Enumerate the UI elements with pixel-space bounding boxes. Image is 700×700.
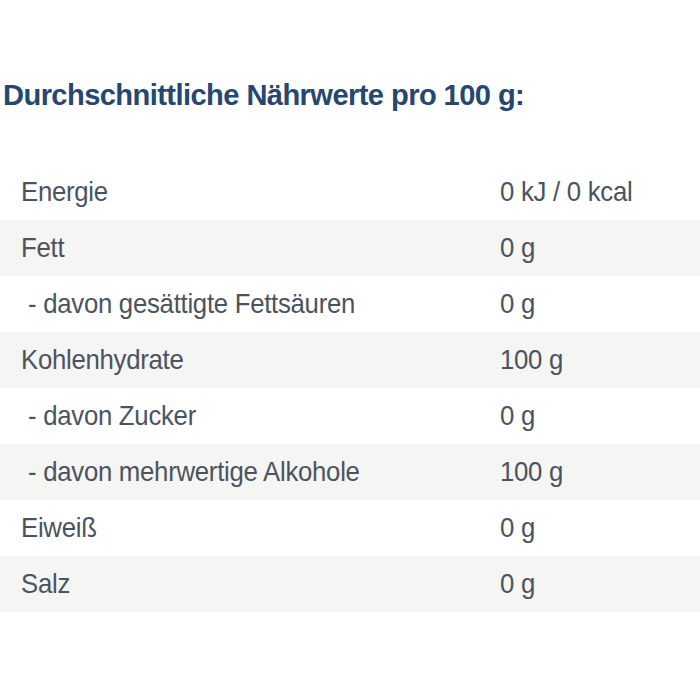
nutrient-value: 0 kJ / 0 kcal bbox=[500, 176, 700, 208]
table-row-mehrwertige-alkohole: - davon mehrwertige Alkohole 100 g bbox=[0, 444, 700, 500]
nutrient-value: 0 g bbox=[500, 232, 700, 264]
page-title-text: Durchschnittliche Nährwerte pro 100 g: bbox=[3, 78, 524, 112]
table-row-salz: Salz 0 g bbox=[0, 556, 700, 612]
nutrient-label: - davon gesättigte Fettsäuren bbox=[0, 288, 500, 320]
nutrient-value: 100 g bbox=[500, 456, 700, 488]
nutrition-table: Energie 0 kJ / 0 kcal Fett 0 g - davon g… bbox=[0, 164, 700, 612]
nutrient-value: 0 g bbox=[500, 512, 700, 544]
nutrient-label: Fett bbox=[0, 232, 500, 264]
table-row-fett: Fett 0 g bbox=[0, 220, 700, 276]
nutrient-value: 0 g bbox=[500, 568, 700, 600]
table-row-eiweiss: Eiweiß 0 g bbox=[0, 500, 700, 556]
nutrition-facts-page: Durchschnittliche Nährwerte pro 100 g: E… bbox=[0, 0, 700, 700]
nutrient-label: Eiweiß bbox=[0, 512, 500, 544]
nutrient-label: Energie bbox=[0, 176, 500, 208]
nutrient-label: Kohlenhydrate bbox=[0, 344, 500, 376]
nutrient-label: Salz bbox=[0, 568, 500, 600]
page-title: Durchschnittliche Nährwerte pro 100 g: bbox=[3, 78, 540, 112]
table-row-zucker: - davon Zucker 0 g bbox=[0, 388, 700, 444]
nutrient-label: - davon Zucker bbox=[0, 400, 500, 432]
table-row-kohlenhydrate: Kohlenhydrate 100 g bbox=[0, 332, 700, 388]
nutrient-value: 0 g bbox=[500, 400, 700, 432]
nutrient-value: 0 g bbox=[500, 288, 700, 320]
nutrient-label: - davon mehrwertige Alkohole bbox=[0, 456, 500, 488]
table-row-energie: Energie 0 kJ / 0 kcal bbox=[0, 164, 700, 220]
nutrient-value: 100 g bbox=[500, 344, 700, 376]
table-row-gesaettigte-fettsaeuren: - davon gesättigte Fettsäuren 0 g bbox=[0, 276, 700, 332]
